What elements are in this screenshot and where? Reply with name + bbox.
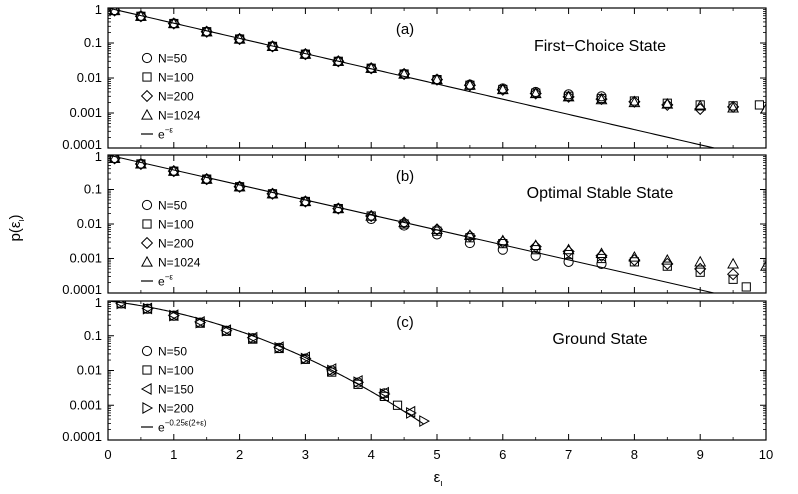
x-tick-label: 9 [697, 447, 704, 462]
plot-frame [108, 301, 766, 440]
y-axis-label: p(ει) [7, 214, 26, 241]
legend-label: N=50 [158, 199, 187, 213]
x-tick-label: 4 [368, 447, 375, 462]
data-point [696, 268, 704, 276]
x-ticks [108, 301, 766, 440]
y-tick-label: 0.01 [77, 363, 102, 378]
legend-marker [143, 366, 151, 374]
x-tick-label: 10 [759, 447, 773, 462]
legend-marker [143, 73, 151, 81]
legend-label: N=1024 [158, 256, 201, 270]
legend-label: N=200 [158, 90, 194, 104]
panel-label: (b) [396, 168, 414, 185]
y-tick-label: 1 [95, 295, 102, 310]
y-tick-label: 0.1 [84, 328, 102, 343]
data-point [742, 283, 750, 291]
panels: 0.0001 0.001 0.01 0.1 1 (a) First−Choice State… [62, 2, 771, 444]
legend-label: N=150 [158, 383, 194, 397]
legend: N=50 N=100 N=200 N=1024 e−ε [141, 199, 201, 289]
data-point [755, 101, 763, 109]
panel-title: Ground State [552, 331, 647, 348]
x-ticks [108, 8, 766, 148]
legend-marker [142, 346, 151, 355]
x-tick-label: 6 [499, 447, 506, 462]
legend: N=50 N=100 N=200 N=1024 e−ε [141, 52, 201, 142]
legend-marker [142, 384, 151, 394]
panel-label: (a) [396, 21, 414, 38]
y-tick-label: 0.001 [69, 251, 102, 266]
legend-label: N=100 [158, 218, 194, 232]
legend: N=50 N=100 N=150 N=200 e−0.25ε(2+ε) [141, 345, 207, 435]
legend-marker [142, 110, 152, 119]
legend-curve-label: e−0.25ε(2+ε) [158, 419, 207, 435]
y-tick-label: 1 [95, 2, 102, 17]
data-point [498, 245, 507, 254]
reference-curve [108, 301, 424, 424]
legend-label: N=200 [158, 402, 194, 416]
x-tick-label: 2 [236, 447, 243, 462]
data-point [564, 92, 574, 101]
series-N=100 [110, 6, 763, 110]
legend-label: N=100 [158, 71, 194, 85]
panel-title: Optimal Stable State [527, 185, 674, 202]
y-tick-label: 1 [95, 149, 102, 164]
legend-marker [142, 91, 153, 102]
legend-label: N=50 [158, 345, 187, 359]
y-tick-label: 0.1 [84, 182, 102, 197]
data-point [728, 103, 738, 112]
legend-marker [142, 200, 151, 209]
series-N=1024 [109, 5, 771, 113]
legend-label: N=200 [158, 237, 194, 251]
panel-label: (c) [396, 314, 414, 331]
panel-1: 0.00010.0010.010.11(b)Optimal Stable Sta… [62, 149, 771, 305]
series-N=1024 [109, 153, 771, 270]
legend-marker [142, 257, 152, 266]
data-point [695, 257, 705, 266]
data-point [662, 255, 672, 264]
plot-frame [108, 8, 766, 148]
x-tick-label: 8 [631, 447, 638, 462]
data-point [630, 258, 638, 266]
y-tick-label: 0.001 [69, 105, 102, 120]
legend-marker [143, 403, 152, 413]
panel-0: 0.0001 0.001 0.01 0.1 1 (a) First−Choice State… [62, 2, 771, 160]
legend-marker [142, 238, 153, 249]
legend-marker [143, 220, 151, 228]
y-tick-label: 0.001 [69, 397, 102, 412]
y-tick-label: 0.01 [77, 216, 102, 231]
x-tick-label: 3 [302, 447, 309, 462]
x-tick-label: 5 [433, 447, 440, 462]
x-tick-label: 0 [104, 447, 111, 462]
series-N=200 [109, 153, 738, 280]
panel-title: First−Choice State [534, 38, 666, 55]
x-tick-labels: 0 1 2 3 4 5 6 7 8 9 10 [104, 447, 773, 462]
legend-label: N=100 [158, 364, 194, 378]
data-point [629, 252, 639, 261]
panel-2: 0.00010.0010.010.11(c)Ground StateN=50N=… [62, 295, 766, 444]
data-point [728, 259, 738, 268]
legend-curve-label: e−ε [158, 273, 173, 289]
legend-marker [142, 53, 151, 62]
y-tick-label: 0.01 [77, 70, 102, 85]
data-point [420, 416, 429, 426]
legend-label: N=1024 [158, 109, 201, 123]
legend-curve-label: e−ε [158, 126, 173, 142]
y-tick-label: 0.1 [84, 35, 102, 50]
x-axis-label: ει [434, 469, 443, 488]
y-tick-label: 0.0001 [62, 429, 102, 444]
x-tick-label: 7 [565, 447, 572, 462]
legend-label: N=50 [158, 52, 187, 66]
x-tick-label: 1 [170, 447, 177, 462]
series-N=200 [109, 5, 738, 114]
